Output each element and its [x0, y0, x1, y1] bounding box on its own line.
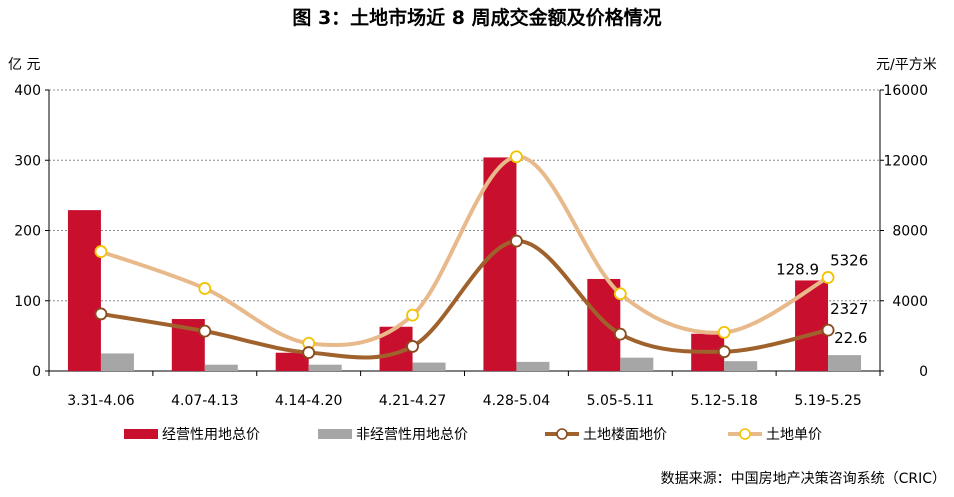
y-right-axis-label: 元/平方米	[876, 57, 937, 73]
point-3-0	[94, 245, 108, 258]
bar-1-4	[516, 361, 550, 371]
x-tick-1: 4.07-4.13	[171, 393, 238, 409]
data-label-0: 128.9	[776, 260, 819, 278]
y-left-tick-1: 100	[14, 294, 41, 310]
source-note: 数据来源：中国房地产决策咨询系统（CRIC）	[660, 471, 946, 487]
point-2-5	[613, 327, 627, 341]
y-right-tick-0: 0	[919, 364, 928, 380]
x-tick-4: 4.28-5.04	[483, 393, 550, 409]
x-tick-5: 5.05-5.11	[587, 393, 654, 409]
x-tick-3: 4.21-4.27	[379, 393, 446, 409]
y-left-axis-label: 亿 元	[8, 57, 41, 73]
bar-0-2	[275, 352, 309, 371]
legend-swatch-1	[318, 429, 352, 439]
x-tick-6: 5.12-5.18	[690, 393, 757, 409]
x-tick-0: 3.31-4.06	[67, 393, 134, 409]
point-3-5	[613, 287, 627, 301]
y-right-tick-4: 16000	[883, 83, 928, 99]
legend-label-1: 非经营性用地总价	[356, 427, 468, 443]
point-2-2	[302, 346, 316, 359]
series-line-3	[100, 154, 830, 348]
bar-1-1	[204, 364, 238, 371]
point-2-0	[94, 307, 108, 321]
point-3-6	[717, 325, 731, 339]
point-2-3	[406, 340, 419, 353]
y-right-tick-2: 8000	[892, 224, 928, 240]
data-label-1: 22.6	[834, 329, 867, 347]
y-left-tick-4: 400	[14, 83, 41, 99]
point-3-3	[406, 308, 419, 322]
bar-1-6	[724, 361, 758, 371]
series-line-2	[100, 239, 829, 360]
bar-1-7	[828, 355, 862, 371]
point-2-4	[510, 234, 523, 248]
data-label-3: 5326	[830, 251, 868, 269]
y-left-tick-2: 200	[14, 224, 41, 240]
point-3-4	[510, 150, 523, 164]
y-left-tick-3: 300	[14, 153, 41, 169]
legend-marker-2	[556, 428, 568, 440]
point-2-1	[198, 324, 212, 338]
x-tick-2: 4.14-4.20	[275, 393, 342, 409]
point-3-1	[198, 282, 212, 295]
legend-label-2: 土地楼面地价	[583, 427, 667, 443]
point-2-6	[717, 345, 731, 359]
point-2-7	[821, 323, 835, 337]
chart-title: 图 3：土地市场近 8 周成交金额及价格情况	[292, 7, 662, 29]
y-right-tick-3: 12000	[883, 153, 928, 169]
bar-1-3	[412, 362, 446, 371]
legend-swatch-0	[124, 429, 158, 439]
legend-label-3: 土地单价	[766, 427, 822, 443]
y-left-tick-0: 0	[32, 364, 41, 380]
x-tick-7: 5.19-5.25	[794, 393, 861, 409]
bar-0-4	[483, 157, 517, 371]
legend-label-0: 经营性用地总价	[162, 427, 260, 443]
bar-1-2	[308, 364, 342, 371]
bar-1-5	[620, 357, 654, 371]
bar-0-0	[67, 210, 101, 371]
bar-1-0	[100, 353, 134, 371]
legend-marker-3	[739, 428, 751, 440]
y-right-tick-1: 4000	[892, 294, 928, 310]
point-3-7	[821, 271, 835, 284]
data-label-2: 2327	[830, 300, 868, 318]
